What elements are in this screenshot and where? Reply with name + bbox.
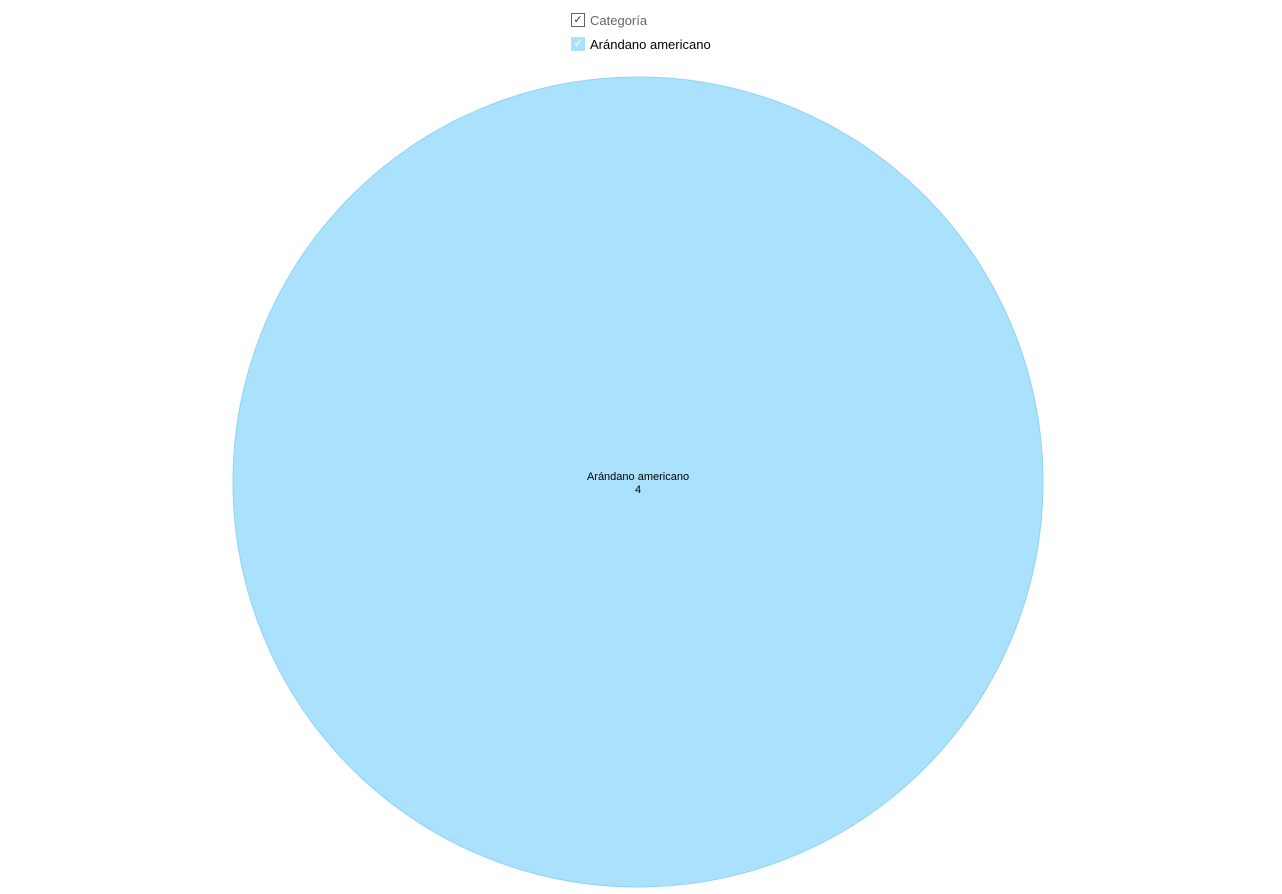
legend-header-row[interactable]: ✓ Categoría xyxy=(571,10,711,30)
legend-item-label: Arándano americano xyxy=(590,36,711,52)
pie-slice[interactable] xyxy=(232,76,1044,888)
slice-value-label: 4 xyxy=(635,484,641,496)
legend: ✓ Categoría ✓ Arándano americano xyxy=(571,10,711,58)
legend-item-checkbox-icon[interactable]: ✓ xyxy=(571,37,585,51)
legend-title: Categoría xyxy=(590,12,648,28)
legend-header-checkbox-icon[interactable]: ✓ xyxy=(571,13,585,27)
legend-item-arandano-americano[interactable]: ✓ Arándano americano xyxy=(571,34,711,54)
slice-category-label: Arándano americano xyxy=(587,471,689,483)
